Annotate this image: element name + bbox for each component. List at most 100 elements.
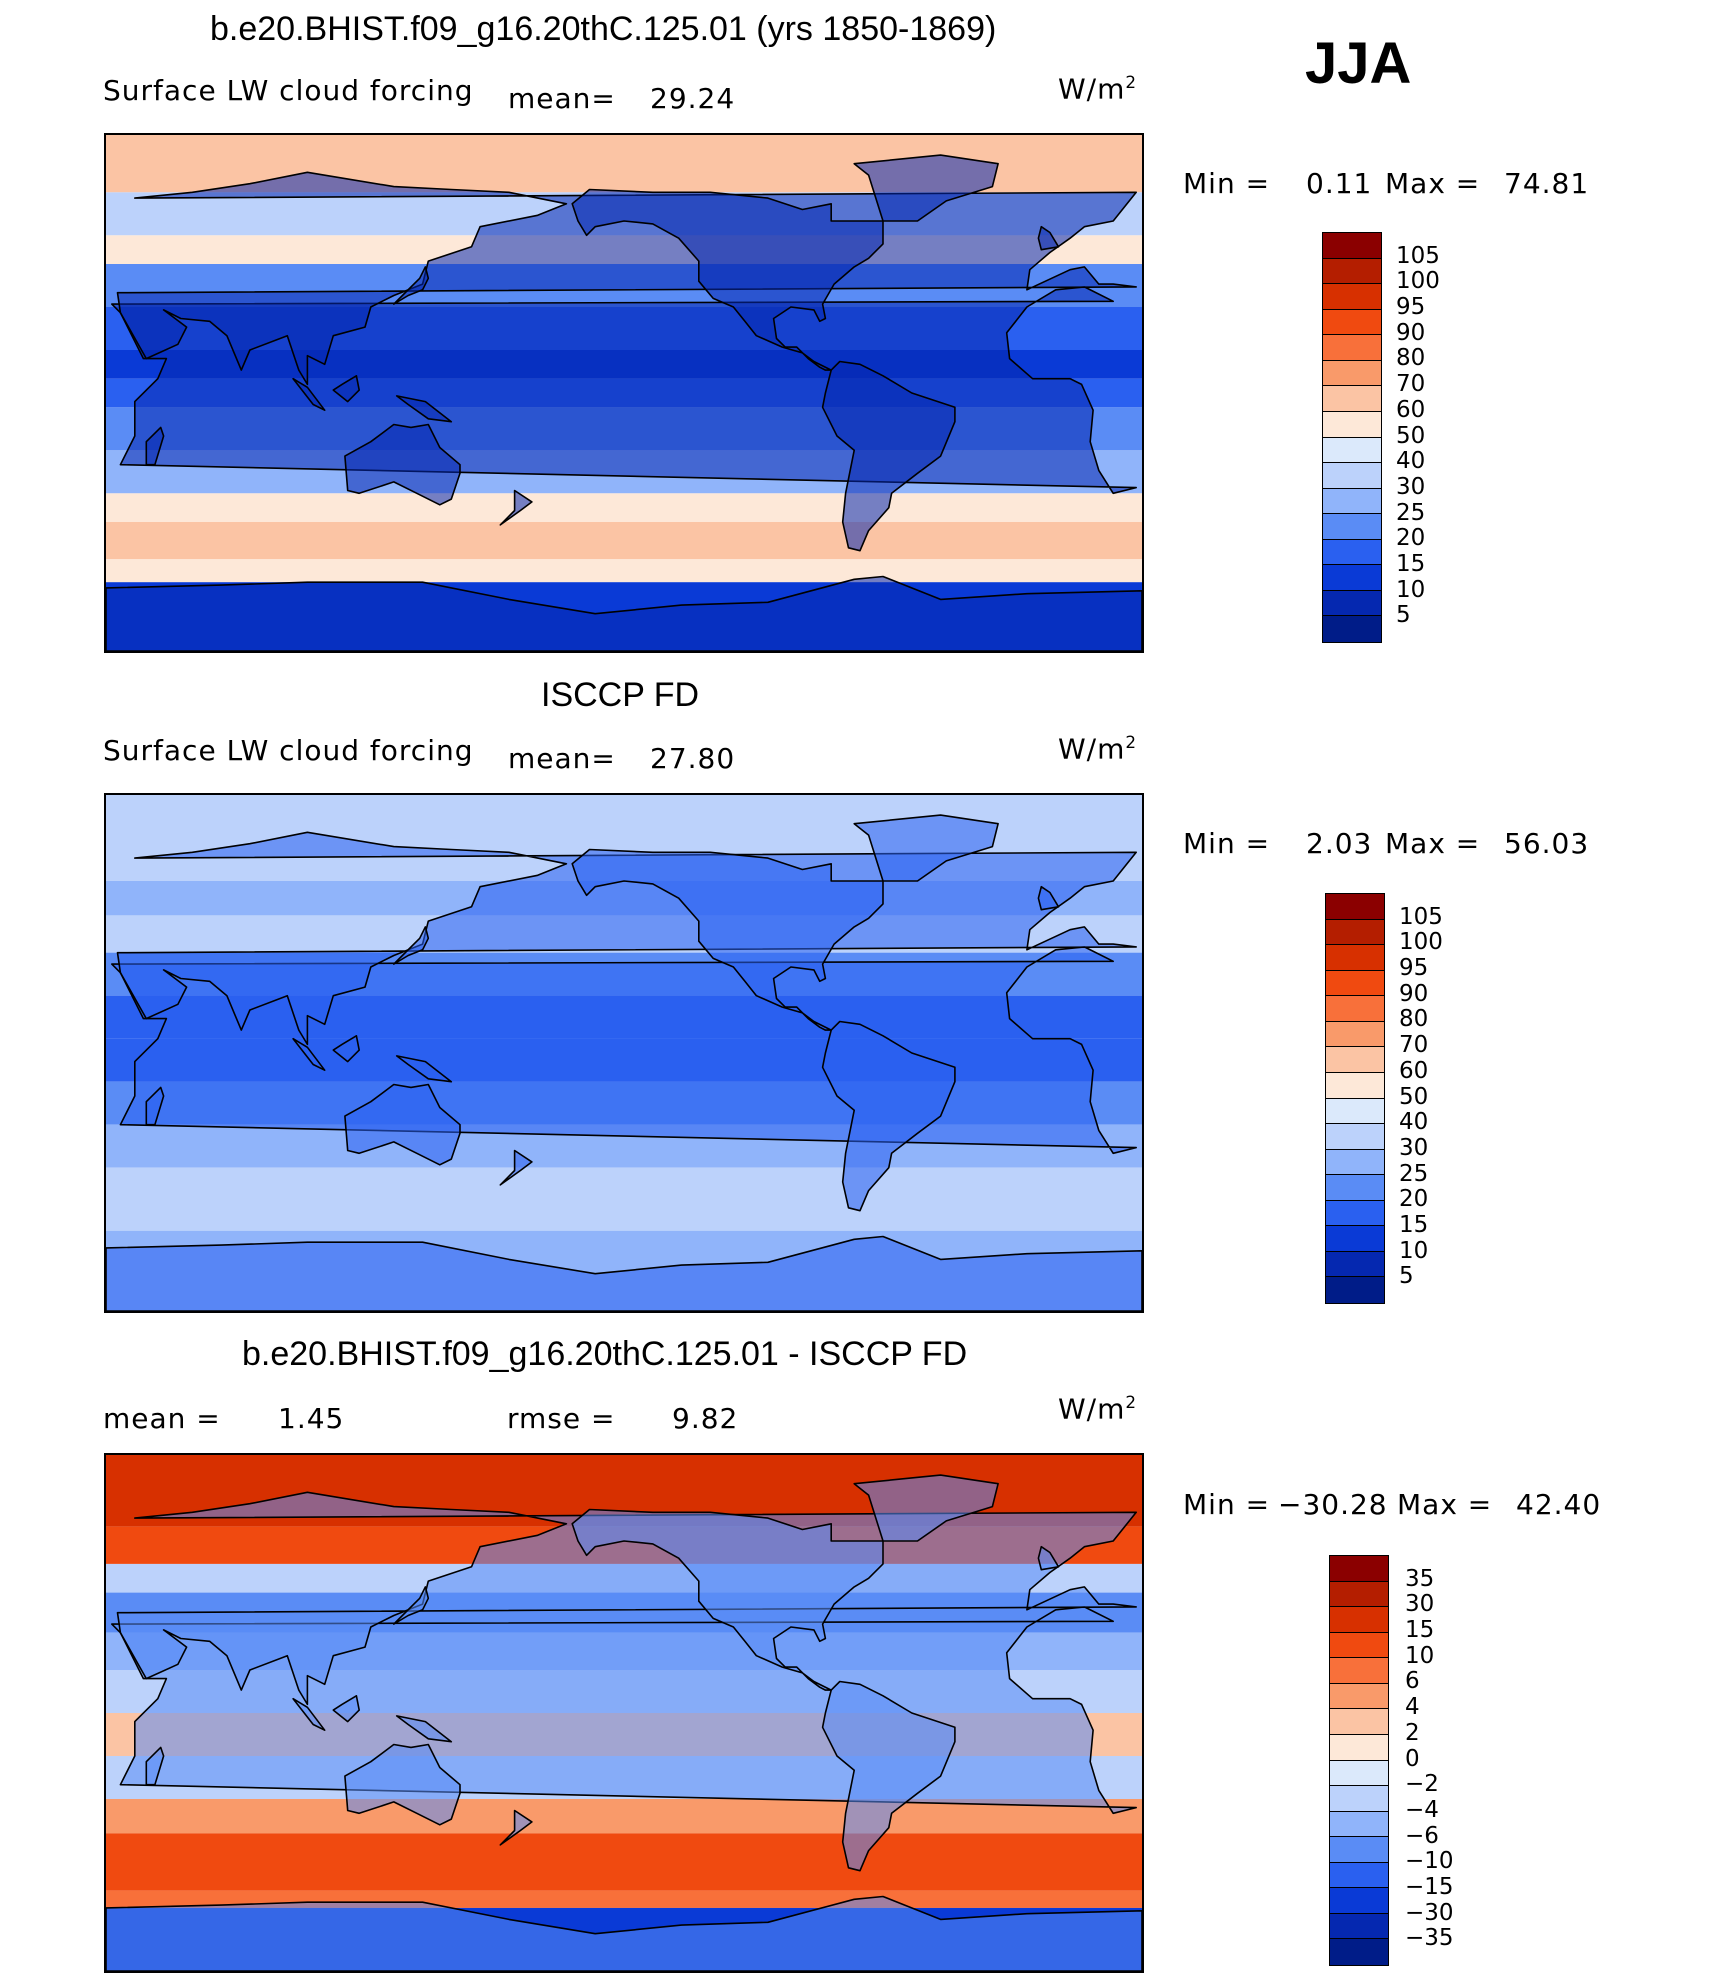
coastline [106,575,1142,651]
panel3-title: b.e20.BHIST.f09_g16.20thC.125.01 - ISCCP… [242,1335,968,1373]
colorbar-swatch [1330,1683,1388,1710]
colorbar-swatch [1323,335,1381,361]
colorbar-swatch [1326,1098,1384,1125]
coastline [332,375,360,403]
colorbar-swatch [1323,309,1381,336]
colorbar-tick-label: −10 [1405,1848,1454,1875]
colorbar-swatch [1330,1658,1388,1684]
panel1-map [104,133,1144,653]
panel2-min-label: Min = [1183,827,1271,860]
panel2-map [104,793,1144,1313]
coastline [393,1586,430,1625]
panel1-variable: Surface LW cloud forcing [103,74,474,107]
colorbar-swatch [1330,1632,1388,1659]
colorbar-tick-label: 10 [1405,1642,1435,1669]
colorbar-swatch [1323,284,1381,310]
colorbar-swatch [1330,1837,1388,1863]
colorbar-swatch [1330,1786,1388,1812]
colorbar-tick-label: 80 [1399,1006,1429,1033]
colorbar-swatch [1323,539,1381,566]
colorbar-swatch [1326,1226,1384,1252]
panel2-min-value: 2.03 [1306,827,1373,860]
colorbar-tick-label: 60 [1399,1057,1429,1084]
colorbar-tick-label: 30 [1396,473,1426,500]
colorbar-tick-label: 40 [1396,448,1426,475]
colorbar-swatch [1326,894,1384,920]
coastline [145,1746,165,1786]
field-band [106,1167,1142,1231]
colorbar-swatch [1330,1581,1388,1608]
coastline [292,1697,326,1731]
colorbar-tick-label: −35 [1405,1925,1454,1952]
panel1-map-graphic [106,135,1142,651]
coastline [1037,225,1060,251]
field-band [106,1799,1142,1834]
colorbar-tick-label: 2 [1405,1719,1420,1746]
colorbar-swatch [1323,360,1381,387]
field-band [106,493,1142,522]
coastline [344,1743,461,1826]
panel3-rmse-label: rmse = [507,1402,616,1435]
colorbar-tick-label: 10 [1399,1237,1429,1264]
colorbar-tick-label: 5 [1399,1263,1414,1290]
panel2-map-graphic [106,795,1142,1311]
panel3-mean-label: mean = [103,1402,221,1435]
coastline [332,1695,360,1723]
colorbar-swatch [1323,437,1381,464]
panel2-max-label: Max = [1385,827,1481,860]
coastline [1037,885,1060,911]
colorbar-swatch [1326,1251,1384,1278]
colorbar-tick-label: 4 [1405,1694,1420,1721]
colorbar-tick-label: 105 [1399,903,1443,930]
panel3-rmse-value: 9.82 [672,1402,739,1435]
colorbar-tick-label: 5 [1396,602,1411,629]
coastline [853,1474,999,1542]
colorbar-swatch [1323,411,1381,438]
colorbar-swatch [1323,386,1381,412]
colorbar-tick-label: 40 [1399,1109,1429,1136]
colorbar-tick-label: 15 [1405,1617,1435,1644]
colorbar-tick-label: −6 [1405,1822,1439,1849]
coastline [106,1895,1142,1971]
panel3-max-value: 42.40 [1516,1488,1602,1521]
coastline [499,1809,533,1846]
coastline [821,360,956,552]
colorbar-swatch [1326,945,1384,971]
coastline [499,1149,533,1186]
colorbar-tick-label: 15 [1396,550,1426,577]
colorbar-swatch [1330,1811,1388,1838]
colorbar-swatch [1330,1913,1388,1940]
colorbar-swatch [1323,258,1381,285]
colorbar-tick-label: 50 [1399,1083,1429,1110]
colorbar-swatch [1330,1862,1388,1889]
colorbar-tick-label: 100 [1396,268,1440,295]
colorbar-tick-label: 90 [1399,980,1429,1007]
panel1-mean-value: 29.24 [650,82,736,115]
colorbar-swatch [1326,970,1384,997]
coastline [1037,1545,1060,1571]
coastline [395,1715,453,1743]
colorbar-tick-label: −2 [1405,1771,1439,1798]
coastline [571,188,884,371]
coastline [145,426,165,466]
panel2-colorbar [1325,893,1385,1304]
coastline [292,377,326,411]
colorbar-swatch [1326,1149,1384,1176]
coastline [145,1086,165,1126]
panel1-min-value: 0.11 [1306,167,1373,200]
coastline [571,1508,884,1691]
coastline [332,1035,360,1063]
panel3-units: W/m2 [1058,1392,1138,1426]
coastline [393,926,430,965]
panel3-max-label: Max = [1397,1488,1493,1521]
panel1-mean-label: mean= [508,82,616,115]
colorbar-swatch [1330,1709,1388,1735]
colorbar-tick-label: 20 [1399,1186,1429,1213]
coastline [821,1020,956,1212]
field-band [106,522,1142,560]
colorbar-tick-label: 100 [1399,929,1443,956]
colorbar-swatch [1330,1888,1388,1914]
colorbar-swatch [1323,514,1381,540]
colorbar-swatch [1326,1277,1384,1303]
colorbar-swatch [1326,1175,1384,1201]
